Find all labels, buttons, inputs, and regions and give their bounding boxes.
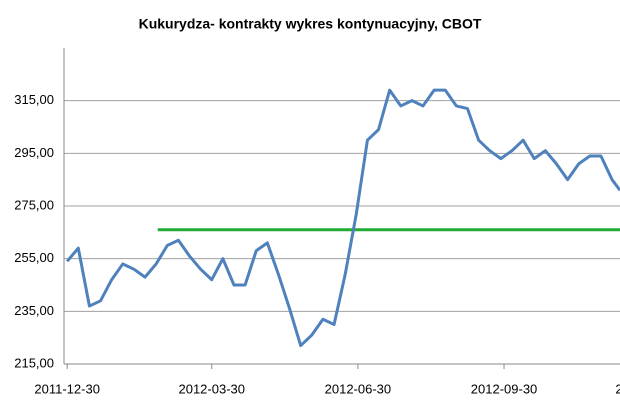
x-tick-label: 2012-09-30	[471, 381, 538, 396]
series-line	[66, 88, 620, 348]
chart-title: Kukurydza- kontrakty wykres kontynuacyjn…	[139, 16, 482, 32]
x-tick-label: 2012-06-30	[325, 381, 392, 396]
y-tick-label: 215,00	[14, 355, 54, 370]
y-tick-label: 295,00	[14, 145, 54, 160]
x-tick-label: 2012-12-30	[615, 381, 620, 396]
x-tick-label: 2012-03-30	[178, 381, 245, 396]
y-tick-label: 255,00	[14, 250, 54, 265]
y-tick-label: 235,00	[14, 303, 54, 318]
x-tick-label: 2011-12-30	[34, 381, 100, 396]
y-tick-label: 275,00	[14, 197, 54, 212]
y-tick-label: 315,00	[14, 92, 54, 107]
